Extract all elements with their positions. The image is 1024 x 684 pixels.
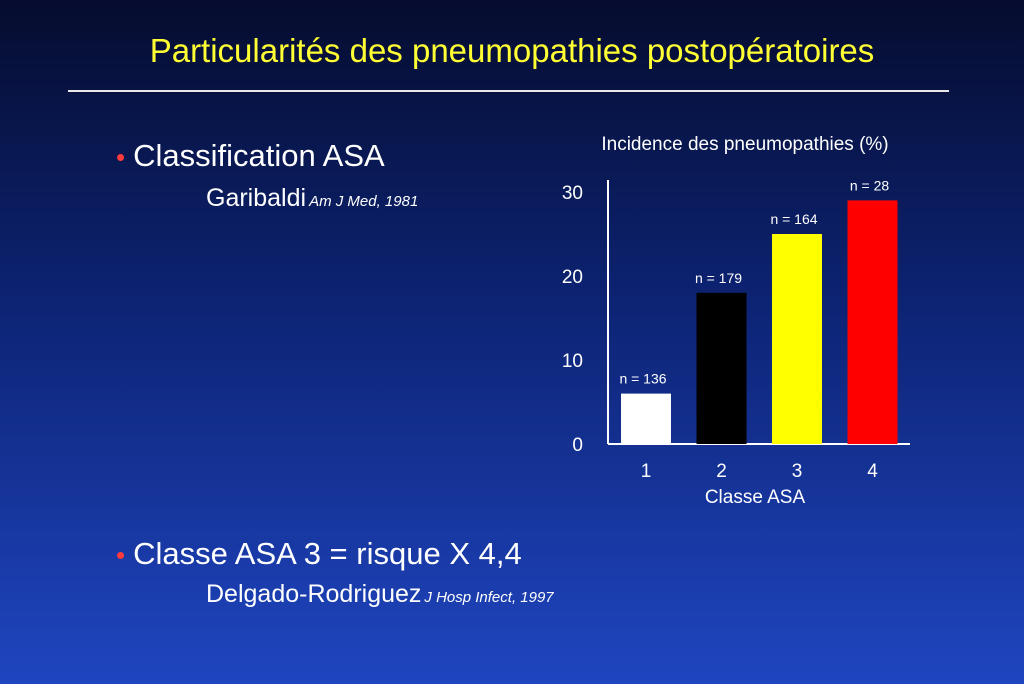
bullet-classification: • Classification ASA: [116, 138, 385, 174]
data-label: n = 136: [619, 371, 666, 387]
bar-asa-2: [696, 292, 747, 444]
y-tick-label: 10: [562, 351, 583, 372]
bullet-text: Classification ASA: [133, 138, 385, 173]
y-tick-label: 20: [562, 267, 583, 288]
y-tick-label: 0: [572, 435, 583, 456]
y-tick-label: 30: [562, 183, 583, 204]
bullet-dot-icon: •: [116, 540, 126, 570]
data-label: n = 164: [770, 211, 817, 227]
bullet-risk: • Classe ASA 3 = risque X 4,4: [116, 536, 522, 572]
bullet-dot-icon: •: [116, 142, 126, 172]
reference-delgado: Delgado-Rodriguez J Hosp Infect, 1997: [206, 580, 554, 609]
bar-asa-3: [772, 234, 822, 444]
bar-asa-4: [847, 200, 898, 444]
reference-garibaldi: Garibaldi Am J Med, 1981: [206, 184, 418, 213]
x-tick-label: 2: [716, 461, 727, 482]
reference-citation: Am J Med, 1981: [309, 193, 419, 210]
chart-title: Incidence des pneumopathies (%): [601, 134, 888, 155]
x-axis-label: Classe ASA: [705, 487, 806, 508]
slide-title: Particularités des pneumopathies postopé…: [149, 32, 875, 69]
data-label: n = 28: [850, 177, 890, 193]
reference-author: Delgado-Rodriguez: [206, 580, 422, 608]
x-tick-label: 1: [641, 461, 652, 482]
x-tick-label: 3: [792, 461, 803, 482]
reference-author: Garibaldi: [206, 184, 307, 212]
title-divider: [68, 90, 949, 92]
data-label: n = 179: [695, 270, 742, 286]
bullet-text: Classe ASA 3 = risque X 4,4: [133, 536, 522, 571]
reference-citation: J Hosp Infect, 1997: [424, 589, 554, 606]
bar-asa-1: [621, 393, 671, 444]
x-tick-label: 4: [867, 461, 878, 482]
